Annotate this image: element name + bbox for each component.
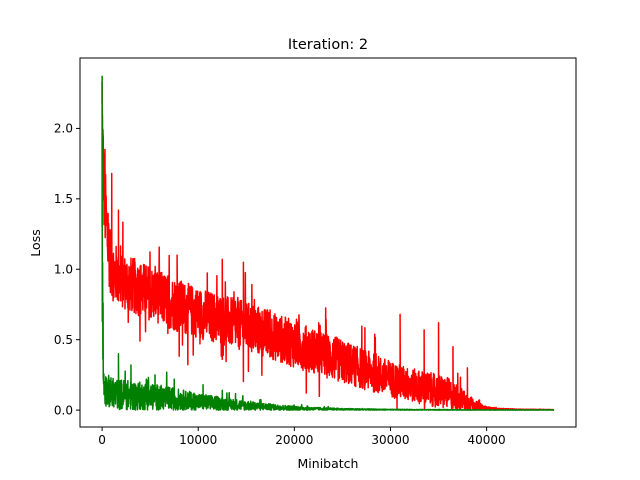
- x-axis-label: Minibatch: [298, 456, 359, 471]
- chart-title: Iteration: 2: [288, 37, 368, 53]
- axes-frame: [79, 57, 577, 428]
- series-line-2: [101, 75, 555, 411]
- y-tick-label: 0.0: [54, 403, 73, 417]
- y-tick-label: 1.0: [54, 263, 73, 277]
- y-tick-label: 0.5: [54, 333, 73, 347]
- x-tick-label: 0: [98, 433, 106, 447]
- x-tick-label: 10000: [179, 433, 217, 447]
- x-tick-label: 30000: [371, 433, 409, 447]
- y-axis-label: Loss: [28, 229, 43, 256]
- plot-area: [101, 75, 555, 411]
- x-axis: 0 10000 20000 30000 40000: [98, 427, 506, 447]
- x-tick-label: 20000: [275, 433, 313, 447]
- y-tick-label: 1.5: [54, 192, 73, 206]
- x-tick-label: 40000: [468, 433, 506, 447]
- y-tick-label: 2.0: [54, 122, 73, 136]
- y-axis: 0.0 0.5 1.0 1.5 2.0: [54, 122, 80, 417]
- series-line-1: [101, 81, 555, 411]
